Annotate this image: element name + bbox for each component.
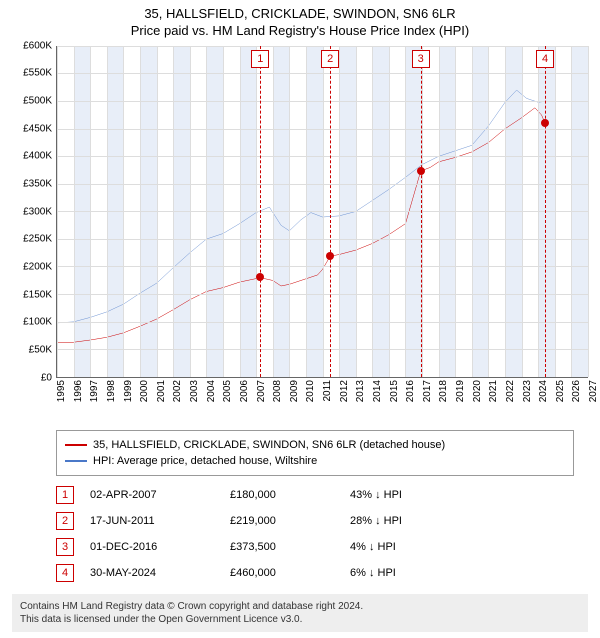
y-tick-label: £300K [23, 206, 52, 217]
x-tick-label: 2005 [222, 380, 233, 402]
event-badge: 4 [536, 50, 554, 68]
event-row-delta: 43% ↓ HPI [350, 489, 430, 501]
event-row-badge: 3 [56, 538, 74, 556]
y-axis: £0£50K£100K£150K£200K£250K£300K£350K£400… [12, 46, 56, 378]
event-row: 4 30-MAY-2024 £460,000 6% ↓ HPI [56, 560, 574, 586]
event-marker [256, 273, 264, 281]
x-tick-label: 1995 [56, 380, 67, 402]
event-row-price: £180,000 [230, 489, 340, 501]
y-tick-label: £50K [29, 345, 52, 356]
legend-label-price-paid: 35, HALLSFIELD, CRICKLADE, SWINDON, SN6 … [93, 439, 445, 451]
y-tick-label: £150K [23, 289, 52, 300]
y-tick-label: £500K [23, 96, 52, 107]
event-row-date: 01-DEC-2016 [90, 541, 220, 553]
y-tick-label: £200K [23, 262, 52, 273]
event-row-date: 02-APR-2007 [90, 489, 220, 501]
chart-titles: 35, HALLSFIELD, CRICKLADE, SWINDON, SN6 … [0, 0, 600, 42]
event-row-date: 30-MAY-2024 [90, 567, 220, 579]
y-tick-label: £250K [23, 234, 52, 245]
y-tick-label: £0 [41, 372, 52, 383]
x-tick-label: 2012 [339, 380, 350, 402]
x-tick-label: 2015 [389, 380, 400, 402]
x-tick-label: 2021 [488, 380, 499, 402]
title-address: 35, HALLSFIELD, CRICKLADE, SWINDON, SN6 … [4, 6, 596, 23]
x-tick-label: 2006 [239, 380, 250, 402]
x-tick-label: 2014 [372, 380, 383, 402]
x-tick-label: 2024 [538, 380, 549, 402]
events-table: 1 02-APR-2007 £180,000 43% ↓ HPI 2 17-JUN-201… [56, 482, 574, 586]
event-row-price: £373,500 [230, 541, 340, 553]
x-tick-label: 2026 [571, 380, 582, 402]
x-tick-label: 1996 [73, 380, 84, 402]
y-tick-label: £550K [23, 68, 52, 79]
y-tick-label: £100K [23, 317, 52, 328]
legend-swatch-price-paid [65, 444, 87, 446]
x-tick-label: 2004 [206, 380, 217, 402]
legend-label-hpi: HPI: Average price, detached house, Wilt… [93, 455, 317, 467]
event-row-price: £219,000 [230, 515, 340, 527]
legend-swatch-hpi [65, 460, 87, 462]
y-tick-label: £450K [23, 123, 52, 134]
event-row-date: 17-JUN-2011 [90, 515, 220, 527]
x-tick-label: 1999 [123, 380, 134, 402]
x-axis: 1995 1996 1997 1998 1999 2000 2001 2002 2003 2004… [56, 378, 588, 406]
series-hpi [57, 90, 547, 323]
plot-region: 1 2 3 4 [56, 46, 588, 378]
x-tick-label: 2018 [438, 380, 449, 402]
plot-area: £0 £50K £100K £150K £200K £250K £300K £350K £400… [12, 46, 588, 406]
x-tick-label: 2003 [189, 380, 200, 402]
attribution: Contains HM Land Registry data © Crown c… [12, 594, 588, 632]
x-tick-label: 2000 [139, 380, 150, 402]
x-tick-label: 2016 [405, 380, 416, 402]
x-tick-label: 2007 [256, 380, 267, 402]
x-tick-label: 2023 [522, 380, 533, 402]
event-badge: 2 [321, 50, 339, 68]
x-tick-label: 2019 [455, 380, 466, 402]
event-row: 1 02-APR-2007 £180,000 43% ↓ HPI [56, 482, 574, 508]
event-marker [326, 252, 334, 260]
event-row-badge: 4 [56, 564, 74, 582]
x-tick-label: 2008 [272, 380, 283, 402]
y-tick-label: £600K [23, 40, 52, 51]
x-tick-label: 2017 [422, 380, 433, 402]
event-row-price: £460,000 [230, 567, 340, 579]
x-tick-label: 2011 [322, 380, 333, 402]
x-tick-label: 2001 [156, 380, 167, 402]
event-badge: 1 [251, 50, 269, 68]
x-tick-label: 2010 [305, 380, 316, 402]
x-tick-label: 2009 [289, 380, 300, 402]
title-subtitle: Price paid vs. HM Land Registry's House … [4, 23, 596, 40]
event-row-delta: 4% ↓ HPI [350, 541, 430, 553]
legend-row-hpi: HPI: Average price, detached house, Wilt… [65, 453, 565, 469]
x-tick-label: 2020 [472, 380, 483, 402]
event-badge: 3 [412, 50, 430, 68]
legend-row-price-paid: 35, HALLSFIELD, CRICKLADE, SWINDON, SN6 … [65, 437, 565, 453]
event-row: 2 17-JUN-2011 £219,000 28% ↓ HPI [56, 508, 574, 534]
event-row: 3 01-DEC-2016 £373,500 4% ↓ HPI [56, 534, 574, 560]
x-tick-label: 2025 [555, 380, 566, 402]
attribution-line1: Contains HM Land Registry data © Crown c… [20, 600, 580, 613]
y-tick-label: £400K [23, 151, 52, 162]
event-row-badge: 2 [56, 512, 74, 530]
x-tick-label: 1998 [106, 380, 117, 402]
event-marker [417, 167, 425, 175]
x-tick-label: 2022 [505, 380, 516, 402]
y-tick-label: £350K [23, 179, 52, 190]
x-tick-label: 2002 [172, 380, 183, 402]
event-marker [541, 119, 549, 127]
attribution-line2: This data is licensed under the Open Gov… [20, 613, 580, 626]
x-tick-label: 1997 [89, 380, 100, 402]
event-row-delta: 6% ↓ HPI [350, 567, 430, 579]
x-tick-label: 2027 [588, 380, 599, 402]
chart-container: 35, HALLSFIELD, CRICKLADE, SWINDON, SN6 … [0, 0, 600, 632]
x-tick-label: 2013 [355, 380, 366, 402]
event-row-delta: 28% ↓ HPI [350, 515, 430, 527]
event-row-badge: 1 [56, 486, 74, 504]
legend: 35, HALLSFIELD, CRICKLADE, SWINDON, SN6 … [56, 430, 574, 476]
